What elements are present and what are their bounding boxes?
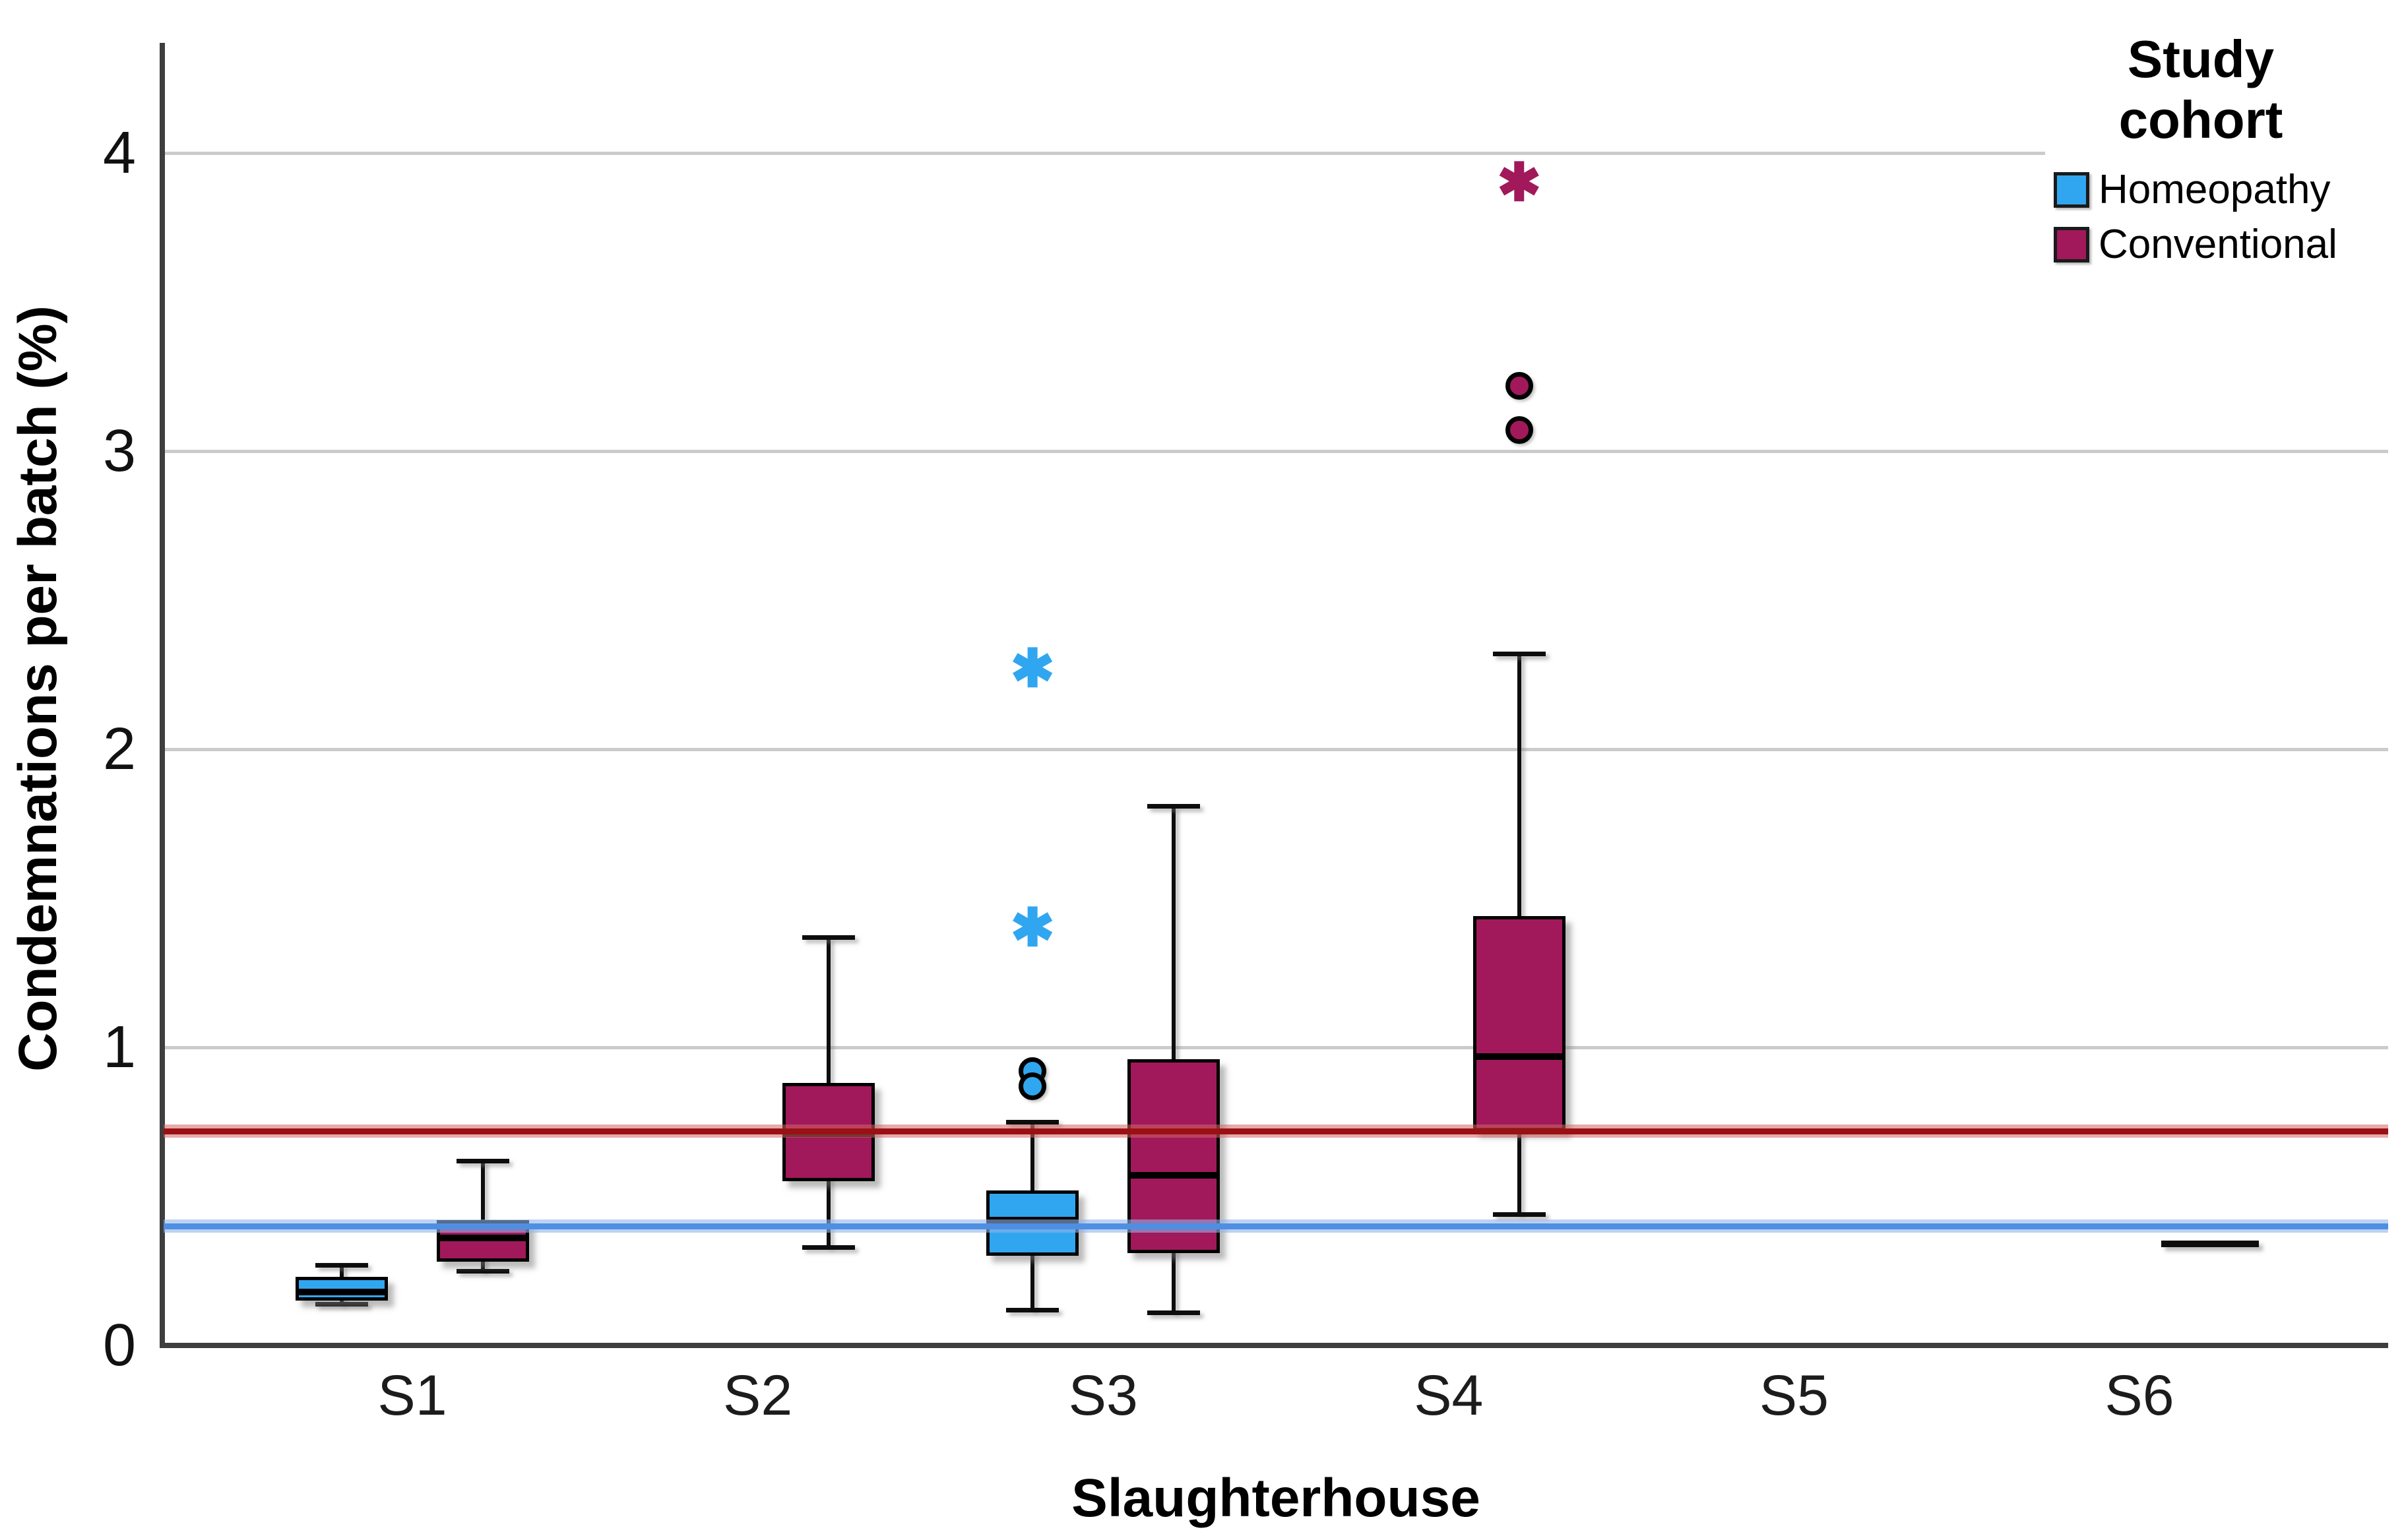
- outlier-star-s3-homeopathy-1: ✱: [1010, 898, 1055, 958]
- legend-swatch-conventional: [2054, 226, 2089, 262]
- y-axis-line: [160, 43, 165, 1348]
- whisker-cap-min-s1-conventional: [457, 1269, 509, 1274]
- outlier-circle-s4-conventional-0: [1505, 371, 1533, 400]
- gridline-y4: [164, 152, 2045, 155]
- x-axis-title: Slaughterhouse: [1071, 1468, 1480, 1528]
- whisker-cap-min-s3-conventional: [1147, 1310, 1201, 1316]
- legend-label: Homeopathy: [2099, 167, 2331, 212]
- legend-title: Study cohort: [2118, 30, 2283, 149]
- y-axis-title: Condemnations per batch (%): [8, 305, 68, 1072]
- x-axis-line: [160, 1343, 2388, 1348]
- whisker-cap-min-s3-homeopathy: [1006, 1307, 1060, 1312]
- whisker-cap-min-s4-conventional: [1492, 1212, 1546, 1217]
- whisker-cap-max-s3-conventional: [1147, 803, 1201, 809]
- y-tick-label-3: 3: [102, 418, 136, 484]
- x-category-label-s5: S5: [1759, 1364, 1829, 1427]
- whisker-cap-max-s1-homeopathy: [315, 1262, 368, 1268]
- reference-line-homeopathy: [164, 1223, 2388, 1230]
- median-line-s1-conventional: [437, 1235, 529, 1242]
- x-category-label-s4: S4: [1414, 1364, 1484, 1427]
- x-category-label-s3: S3: [1068, 1364, 1138, 1427]
- whisker-cap-min-s1-homeopathy: [315, 1301, 368, 1307]
- x-category-label-s2: S2: [722, 1364, 793, 1427]
- y-tick-label-1: 1: [102, 1014, 136, 1080]
- whisker-cap-max-s3-homeopathy: [1006, 1120, 1060, 1124]
- y-tick-label-4: 4: [102, 120, 136, 186]
- legend: Homeopathy Conventional: [2054, 166, 2337, 276]
- reference-line-conventional: [164, 1128, 2388, 1134]
- box-s4-conventional: [1472, 916, 1566, 1131]
- legend-label: Conventional: [2099, 222, 2337, 267]
- median-line-s1-homeopathy: [296, 1288, 388, 1295]
- gridline-y2: [164, 748, 2388, 751]
- median-line-s3-conventional: [1127, 1172, 1220, 1179]
- outlier-circle-s4-conventional-1: [1505, 416, 1533, 445]
- whisker-cap-max-s2-conventional: [802, 935, 855, 940]
- whisker-cap-max-s4-conventional: [1492, 652, 1546, 657]
- y-tick-label-0: 0: [102, 1312, 136, 1378]
- gridline-y3: [164, 450, 2388, 453]
- x-category-label-s1: S1: [377, 1364, 447, 1427]
- single-value-line-s6-conventional: [2161, 1241, 2259, 1248]
- legend-item-conventional: Conventional: [2054, 221, 2337, 268]
- median-line-s4-conventional: [1472, 1053, 1566, 1060]
- outlier-star-s4-conventional-0: ✱: [1497, 153, 1542, 212]
- outlier-star-s3-homeopathy-0: ✱: [1010, 638, 1055, 698]
- outlier-circle-s3-homeopathy-1: [1019, 1072, 1047, 1100]
- gridline-y1: [164, 1046, 2388, 1049]
- whisker-cap-max-s1-conventional: [457, 1158, 509, 1163]
- x-category-label-s6: S6: [2104, 1364, 2174, 1427]
- whisker-s3-conventional: [1172, 805, 1176, 1313]
- y-tick-label-2: 2: [102, 716, 136, 782]
- legend-item-homeopathy: Homeopathy: [2054, 166, 2337, 213]
- whisker-cap-min-s2-conventional: [802, 1245, 855, 1250]
- whisker-s1-conventional: [481, 1160, 485, 1271]
- legend-swatch-homeopathy: [2054, 171, 2089, 208]
